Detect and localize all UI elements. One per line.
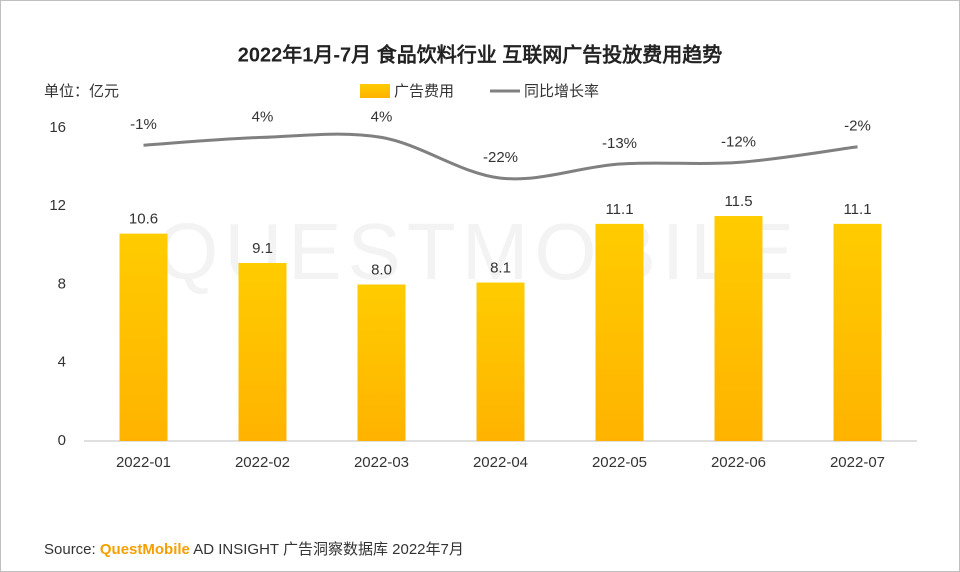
bar: [357, 284, 406, 441]
source-rest: AD INSIGHT 广告洞察数据库 2022年7月: [193, 540, 464, 558]
bar-value-label: 10.6: [129, 211, 158, 228]
line-value-label: 4%: [252, 108, 274, 125]
bar: [238, 262, 287, 441]
line-value-label: -13%: [602, 135, 637, 152]
x-tick-label: 2022-06: [711, 454, 766, 471]
source-brand: QuestMobile: [100, 541, 190, 558]
y-tick-label: 16: [49, 119, 66, 136]
legend: 广告费用 同比增长率: [360, 83, 599, 100]
source-prefix: Source:: [44, 541, 96, 558]
y-tick-label: 8: [58, 275, 66, 292]
line-value-label: -22%: [483, 149, 518, 166]
line-value-label: -2%: [844, 118, 871, 135]
x-tick-label: 2022-02: [235, 454, 290, 471]
bar: [595, 223, 644, 441]
line-value-label: -1%: [130, 116, 157, 133]
bar-value-label: 9.1: [252, 240, 273, 257]
unit-label: 单位：亿元: [44, 83, 119, 100]
bar: [833, 223, 882, 441]
legend-label: 同比增长率: [524, 83, 599, 100]
bar: [476, 282, 525, 441]
bar-value-label: 8.1: [490, 260, 511, 277]
x-tick-label: 2022-04: [473, 454, 528, 471]
bar: [119, 233, 168, 441]
source: Source: QuestMobile AD INSIGHT 广告洞察数据库 2…: [44, 540, 464, 558]
legend-swatch: [360, 84, 390, 98]
line: [143, 132, 858, 181]
line-value-label: 4%: [371, 108, 393, 125]
line-value-label: -12%: [721, 133, 756, 150]
x-tick-label: 2022-01: [116, 454, 171, 471]
x-tick-label: 2022-05: [592, 454, 647, 471]
legend-label: 广告费用: [394, 83, 454, 100]
bar-value-label: 11.5: [724, 193, 752, 210]
y-tick-label: 4: [58, 354, 66, 371]
bar-value-label: 11.1: [843, 201, 871, 218]
x-tick-label: 2022-07: [830, 454, 885, 471]
x-tick-label: 2022-03: [354, 454, 409, 471]
bar: [714, 216, 763, 441]
chart-title: 2022年1月-7月 食品饮料行业 互联网广告投放费用趋势: [238, 42, 723, 66]
y-tick-label: 0: [58, 432, 66, 449]
y-tick-label: 12: [49, 197, 66, 214]
bar-value-label: 11.1: [605, 201, 633, 218]
bar-value-label: 8.0: [371, 261, 392, 278]
